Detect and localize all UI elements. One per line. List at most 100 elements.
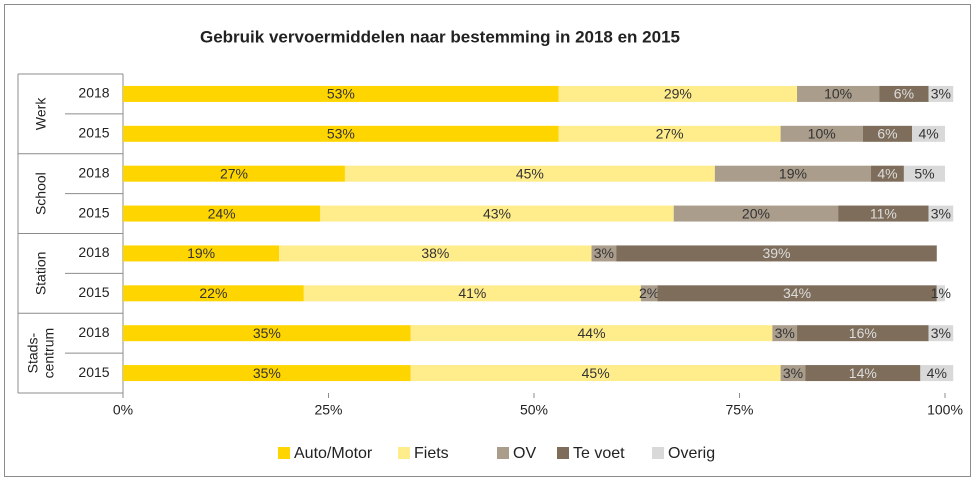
value-label: 19%: [187, 245, 215, 261]
bar-segment: [123, 165, 345, 182]
y-tick-label: 2018: [78, 85, 109, 101]
value-label: 24%: [208, 205, 236, 221]
value-label: 35%: [253, 325, 281, 341]
value-label: 3%: [775, 325, 795, 341]
value-label: 19%: [779, 165, 807, 181]
y-tick-label: 2015: [78, 364, 109, 380]
value-label: 3%: [931, 205, 951, 221]
bar-segment: [772, 325, 798, 342]
bar-segment: [838, 205, 929, 222]
value-label: 41%: [458, 285, 486, 301]
bar-segment: [123, 85, 559, 102]
value-label: 43%: [483, 205, 511, 221]
value-label: 4%: [927, 365, 947, 381]
group-label: centrum: [41, 328, 57, 379]
legend-swatch: [398, 447, 410, 459]
bar-segment: [123, 285, 304, 302]
value-label: 2%: [639, 285, 659, 301]
bar-segment: [303, 285, 641, 302]
value-label: 6%: [877, 126, 897, 142]
frame: [4, 4, 971, 477]
value-label: 10%: [824, 86, 852, 102]
bar-segment: [780, 125, 863, 142]
value-label: 3%: [783, 365, 803, 381]
y-tick-label: 2018: [78, 244, 109, 260]
bar-segment: [871, 165, 904, 182]
bar-segment: [123, 245, 280, 262]
bar-segment: [714, 165, 872, 182]
bar-segment: [797, 325, 929, 342]
value-label: 1%: [931, 285, 951, 301]
bar-segment: [558, 125, 781, 142]
x-tick-label: 0%: [113, 402, 133, 418]
value-label: 16%: [849, 325, 877, 341]
bar-segment: [657, 285, 937, 302]
bar-segment: [344, 165, 715, 182]
value-label: 11%: [870, 205, 897, 221]
value-label: 10%: [808, 126, 836, 142]
value-label: 39%: [762, 245, 790, 261]
value-label: 6%: [894, 86, 914, 102]
bar-segment: [123, 125, 559, 142]
bar-segment: [797, 85, 880, 102]
value-label: 45%: [582, 365, 610, 381]
y-tick-label: 2015: [78, 204, 109, 220]
value-label: 27%: [220, 165, 248, 181]
bar-segment: [123, 205, 321, 222]
bar-segment: [805, 365, 921, 382]
bar-segment: [780, 365, 806, 382]
value-label: 27%: [656, 126, 684, 142]
legend-label: Auto/Motor: [294, 445, 373, 462]
bar-segment: [920, 365, 954, 382]
bar-segment: [640, 285, 658, 302]
bar-segment: [123, 325, 411, 342]
value-label: 53%: [327, 86, 355, 102]
value-label: 3%: [594, 245, 614, 261]
bar-segment: [928, 85, 954, 102]
legend-swatch: [278, 447, 290, 459]
x-tick-label: 50%: [520, 402, 548, 418]
bar-segment: [673, 205, 839, 222]
group-label: Stads-: [25, 333, 41, 374]
value-label: 29%: [664, 86, 692, 102]
y-tick-label: 2015: [78, 125, 109, 141]
bar-segment: [410, 325, 773, 342]
bar-segment: [928, 325, 954, 342]
value-label: 34%: [783, 285, 811, 301]
legend-swatch: [497, 447, 509, 459]
legend-label: Overig: [668, 445, 715, 462]
bar-segment: [616, 245, 937, 262]
value-label: 45%: [516, 165, 544, 181]
group-label: Station: [33, 252, 49, 296]
value-label: 3%: [931, 325, 951, 341]
bar-segment: [410, 365, 781, 382]
legend-label: OV: [513, 445, 536, 462]
value-label: 22%: [199, 285, 227, 301]
group-label: School: [33, 172, 49, 215]
y-tick-label: 2018: [78, 324, 109, 340]
bar-segment: [879, 85, 929, 102]
value-label: 3%: [931, 86, 951, 102]
bar-segment: [862, 125, 913, 142]
legend-swatch: [652, 447, 664, 459]
y-tick-label: 2018: [78, 164, 109, 180]
x-tick-label: 25%: [314, 402, 342, 418]
x-tick-label: 75%: [725, 402, 753, 418]
legend-label: Fiets: [414, 445, 449, 462]
value-label: 5%: [914, 165, 934, 181]
value-label: 38%: [421, 245, 449, 261]
bar-segment: [912, 125, 945, 142]
x-tick-label: 100%: [927, 402, 963, 418]
value-label: 20%: [742, 205, 770, 221]
value-label: 53%: [327, 126, 355, 142]
bar-segment: [123, 365, 411, 382]
value-label: 44%: [578, 325, 606, 341]
legend-swatch: [557, 447, 569, 459]
value-label: 4%: [918, 126, 938, 142]
group-label: Werk: [33, 97, 49, 130]
bar-segment: [279, 245, 592, 262]
bar-segment: [558, 85, 798, 102]
bar-segment: [936, 285, 945, 302]
y-tick-label: 2015: [78, 284, 109, 300]
